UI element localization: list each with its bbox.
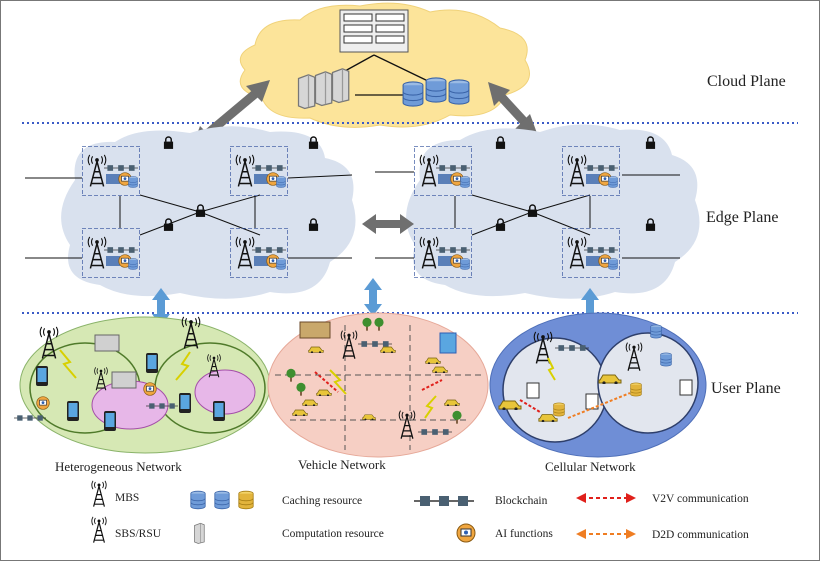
legend-computation: Computation resource: [282, 528, 384, 540]
legend-v2v: V2V communication: [652, 493, 749, 505]
cloud-server-rack: [339, 9, 409, 53]
user-plane-label: User Plane: [711, 380, 781, 397]
edge-right-links: [375, 171, 680, 259]
arrow-edge-edge: [362, 214, 414, 234]
legend-sbs-rsu: SBS/RSU: [115, 528, 162, 540]
legend-ai: AI functions: [495, 528, 553, 540]
legend-mbs: MBS: [115, 492, 139, 504]
legend-d2d: D2D communication: [652, 529, 749, 541]
legend-caching: Caching resource: [282, 495, 362, 507]
edge-cloud-left: [61, 126, 356, 299]
heterogeneous-network-area: [14, 316, 271, 454]
sbs-rsu-icon: [91, 516, 107, 544]
edge-cloud-right: [406, 124, 700, 299]
vehicle-network-label: Vehicle Network: [298, 457, 386, 472]
cloud-plane-label: Cloud Plane: [707, 73, 786, 90]
caching-db-icon: [214, 490, 230, 510]
edge-left-links: [25, 174, 353, 259]
d2d-arrow-icon: [576, 529, 636, 539]
legend-blockchain: Blockchain: [495, 495, 548, 507]
heterogeneous-network-label: Heterogeneous Network: [55, 459, 182, 474]
mbs-icon: [91, 480, 107, 508]
caching-db-icon: [238, 490, 254, 510]
blockchain-icon: [413, 495, 475, 507]
lock-icon: [308, 136, 319, 149]
cloud-caching-databases: [402, 77, 470, 107]
arrow-edge-user-2: [364, 278, 382, 316]
cellular-network-label: Cellular Network: [545, 459, 636, 474]
ai-functions-icon: [456, 523, 476, 543]
legend: MBS SBS/RSU Caching resource Computation…: [91, 480, 749, 544]
edge-plane-label: Edge Plane: [706, 209, 778, 226]
cellular-network-area: [489, 312, 707, 458]
vehicle-network-area: [267, 312, 489, 458]
computation-server-icon: [194, 522, 205, 544]
caching-db-icon: [190, 490, 206, 510]
v2v-arrow-icon: [576, 493, 636, 503]
